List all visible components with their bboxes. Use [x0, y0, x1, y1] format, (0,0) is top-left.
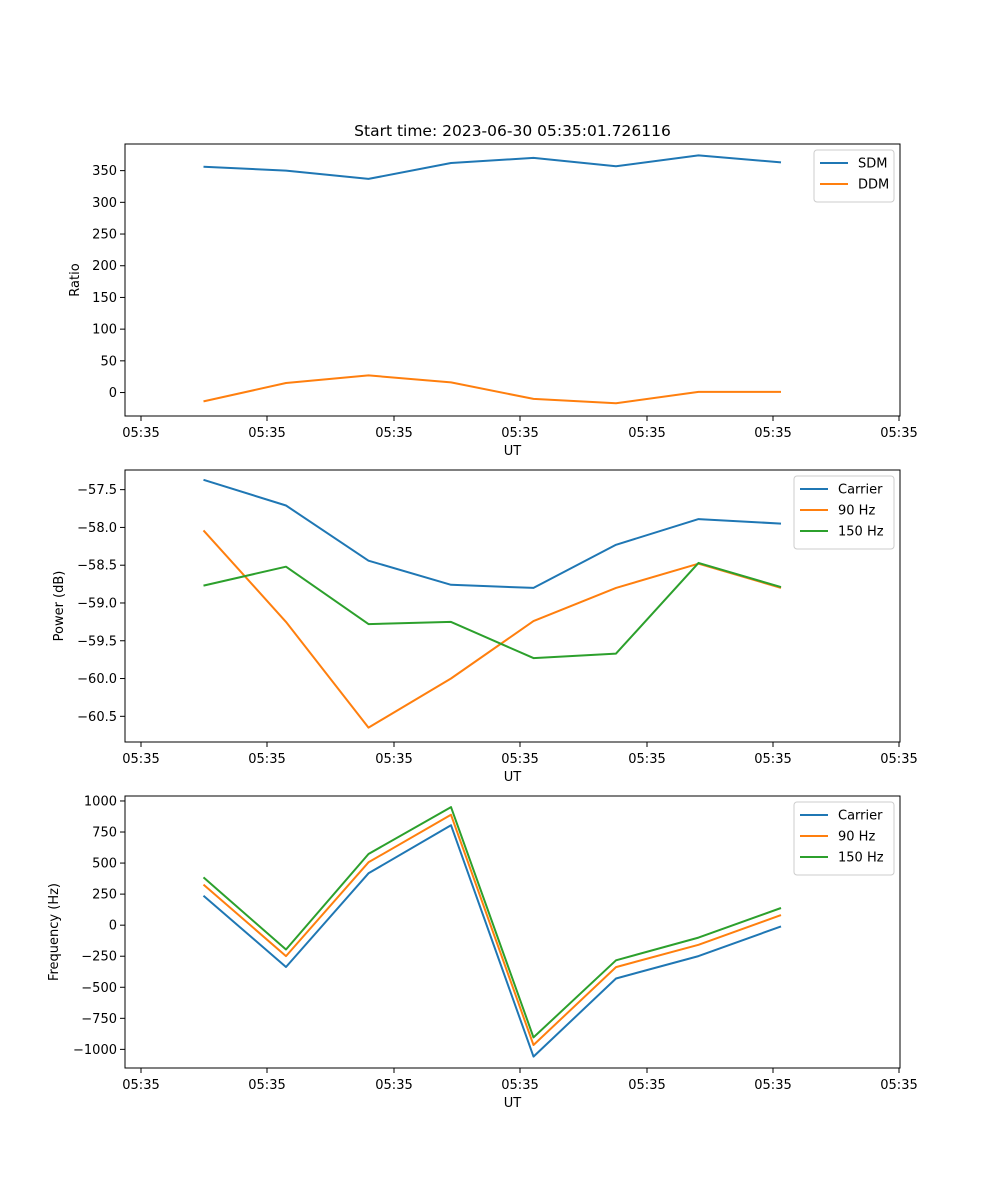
x-tick-label: 05:35 — [122, 752, 159, 767]
legend: Carrier 90 Hz 150 Hz — [793, 475, 895, 550]
y-tick-label: −60.5 — [77, 710, 117, 725]
series-line-150-hz — [202, 806, 782, 1039]
series-line-90-hz — [202, 529, 782, 729]
x-tick-label: 05:35 — [501, 752, 538, 767]
legend-label: 90 Hz — [838, 830, 875, 845]
x-tick-label: 05:35 — [754, 1078, 791, 1093]
legend-label: 150 Hz — [838, 525, 884, 540]
x-tick-label: 05:35 — [248, 426, 285, 441]
y-tick-label: 350 — [92, 164, 117, 179]
x-tick-label: 05:35 — [248, 1078, 285, 1093]
legend-label: DDM — [858, 178, 889, 193]
x-tick-label: 05:35 — [501, 426, 538, 441]
y-axis-label: Frequency (Hz) — [47, 883, 62, 981]
y-tick-label: −500 — [81, 981, 117, 996]
y-tick-label: −60.0 — [77, 672, 117, 687]
y-tick-label: 0 — [109, 386, 117, 401]
x-tick-label: 05:35 — [628, 752, 665, 767]
y-tick-label: 500 — [92, 857, 117, 872]
x-tick-label: 05:35 — [880, 426, 917, 441]
y-tick-label: −1000 — [73, 1043, 117, 1058]
y-tick-label: 100 — [92, 323, 117, 338]
x-tick-label: 05:35 — [628, 426, 665, 441]
y-tick-label: 200 — [92, 259, 117, 274]
y-axis-label: Ratio — [68, 263, 83, 296]
y-axis-label: Power (dB) — [52, 571, 67, 642]
chart-panel-1: 0 50 100 150 200 250 300 350 05:35 05:35 05:35 05:3… — [68, 143, 918, 459]
plot-frame — [124, 469, 901, 743]
chart-panel-2: −60.5 −60.0 −59.5 −59.0 −58.5 −58.0 −57.5 05:35… — [52, 469, 918, 785]
x-tick-label: 05:35 — [880, 752, 917, 767]
x-axis-label: UT — [504, 444, 522, 459]
legend: SDM DDM — [813, 149, 895, 203]
y-tick-label: 300 — [92, 196, 117, 211]
y-tick-label: −250 — [81, 950, 117, 965]
legend-label: 150 Hz — [838, 851, 884, 866]
y-tick-label: 250 — [92, 228, 117, 243]
y-tick-label: 150 — [92, 291, 117, 306]
x-tick-label: 05:35 — [122, 1078, 159, 1093]
x-tick-label: 05:35 — [248, 752, 285, 767]
x-tick-label: 05:35 — [375, 426, 412, 441]
y-tick-label: 0 — [109, 919, 117, 934]
x-tick-label: 05:35 — [880, 1078, 917, 1093]
y-tick-label: 1000 — [84, 794, 117, 809]
y-tick-label: −58.5 — [77, 559, 117, 574]
legend-label: 90 Hz — [838, 504, 875, 519]
x-tick-label: 05:35 — [375, 1078, 412, 1093]
chart-panel-3: −1000 −750 −500 −250 0 250 500 750 1000 05:35 05:3… — [47, 794, 918, 1111]
series-line-carrier — [202, 824, 782, 1058]
series-line-carrier — [203, 478, 782, 589]
x-axis-label: UT — [504, 1096, 522, 1111]
plot-frame — [124, 795, 901, 1069]
x-tick-label: 05:35 — [754, 752, 791, 767]
x-tick-label: 05:35 — [122, 426, 159, 441]
y-tick-label: 250 — [92, 888, 117, 903]
x-tick-label: 05:35 — [628, 1078, 665, 1093]
x-tick-label: 05:35 — [754, 426, 791, 441]
series-line-90-hz — [202, 813, 782, 1046]
series-line-sdm — [203, 154, 782, 180]
x-tick-label: 05:35 — [375, 752, 412, 767]
y-tick-label: 750 — [92, 826, 117, 841]
legend: Carrier 90 Hz 150 Hz — [793, 801, 895, 876]
series-line-150-hz — [203, 561, 782, 660]
y-tick-label: −58.0 — [77, 521, 117, 536]
y-tick-label: −750 — [81, 1012, 117, 1027]
legend-label: Carrier — [838, 809, 883, 824]
x-tick-label: 05:35 — [501, 1078, 538, 1093]
legend-label: SDM — [858, 157, 887, 172]
y-tick-label: 50 — [100, 354, 117, 369]
plot-frame — [124, 143, 901, 417]
figure-title: Start time: 2023-06-30 05:35:01.726116 — [354, 122, 671, 140]
series-line-ddm — [203, 374, 781, 405]
y-tick-label: −59.5 — [77, 634, 117, 649]
y-tick-label: −57.5 — [77, 483, 117, 498]
x-axis-label: UT — [504, 770, 522, 785]
y-tick-label: −59.0 — [77, 596, 117, 611]
legend-label: Carrier — [838, 483, 883, 498]
